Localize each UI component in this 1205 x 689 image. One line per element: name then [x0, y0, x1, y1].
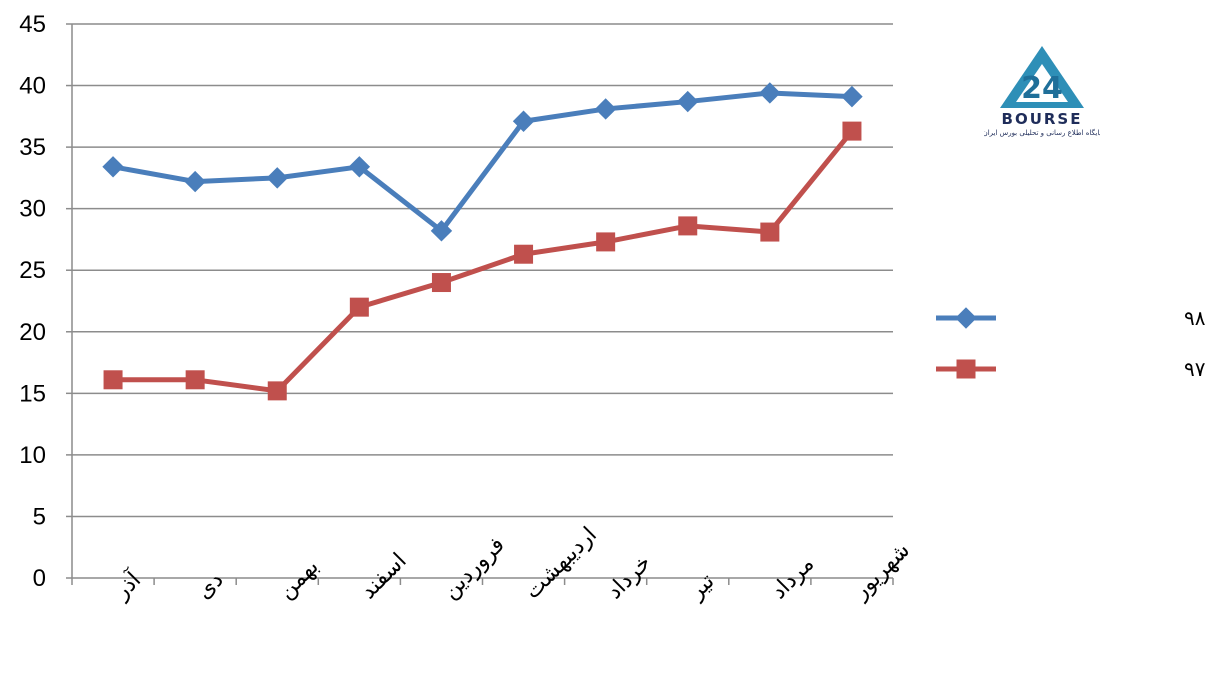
- legend-swatch-marker: [956, 359, 976, 379]
- series-line: [113, 129, 854, 394]
- y-axis-ticks: 0 5 10 15 20 25 30 35 40 45: [19, 11, 72, 592]
- x-tick-label: شهریور: [848, 538, 915, 605]
- y-tick-label: 10: [19, 442, 46, 469]
- data-point: [266, 167, 288, 189]
- x-tick-label: تیر: [684, 569, 720, 605]
- legend-label: فروش سال مالی ۹۸: [1184, 306, 1205, 330]
- legend: فروش سال مالی ۹۸ فروش سال مالی۹۷: [936, 306, 1205, 381]
- data-point: [185, 370, 205, 390]
- x-tick-label: اردیبهشت: [520, 522, 602, 604]
- x-tick-label: آذر: [107, 566, 146, 605]
- logo-word: BOURSE: [1002, 110, 1083, 128]
- series-line: [112, 90, 853, 234]
- series-0: [102, 82, 863, 242]
- legend-swatch-marker: [955, 307, 977, 329]
- data-point: [102, 156, 124, 178]
- series-layer: [102, 82, 863, 401]
- x-tick-label: بهمن: [274, 554, 324, 604]
- x-axis-ticks: آذر دی بهمن اسفند فروردین اردیبهشت خرداد تیر مرد…: [71, 522, 915, 605]
- y-tick-label: 0: [33, 565, 46, 592]
- data-point: [184, 170, 206, 193]
- y-tick-label: 5: [33, 503, 46, 530]
- x-tick-label: اسفند: [356, 548, 412, 604]
- logo-tagline: پایگاه اطلاع رسانی و تحلیلی بورس ایران: [984, 128, 1100, 137]
- data-point: [348, 156, 371, 178]
- data-point: [430, 220, 453, 242]
- legend-label: فروش سال مالی۹۷: [1184, 357, 1205, 381]
- y-tick-label: 30: [19, 196, 46, 223]
- y-tick-label: 45: [19, 11, 46, 38]
- data-point: [678, 216, 698, 236]
- x-tick-label: فروردین: [438, 532, 510, 604]
- y-tick-label: 15: [19, 380, 46, 407]
- data-point: [514, 244, 534, 264]
- logo-mark: 24: [1021, 71, 1063, 106]
- data-point: [594, 98, 617, 120]
- logo-triangle-inner: [1016, 64, 1068, 102]
- x-tick-label: خرداد: [602, 550, 656, 604]
- series-1: [103, 121, 862, 401]
- y-tick-label: 25: [19, 257, 46, 284]
- data-point: [760, 222, 780, 242]
- data-point: [841, 85, 863, 108]
- y-tick-label: 35: [19, 134, 46, 161]
- data-point: [677, 90, 699, 113]
- data-point: [431, 273, 451, 293]
- data-point: [512, 110, 535, 132]
- axes: [71, 24, 893, 579]
- data-point: [267, 381, 287, 401]
- data-point: [842, 121, 862, 141]
- bourse24-logo: 24 BOURSE پایگاه اطلاع رسانی و تحلیلی بو…: [984, 46, 1100, 137]
- data-point: [759, 82, 781, 104]
- legend-item-0: فروش سال مالی ۹۸: [936, 306, 1205, 330]
- legend-item-1: فروش سال مالی۹۷: [936, 357, 1205, 381]
- data-point: [596, 232, 616, 252]
- data-point: [103, 370, 123, 390]
- y-tick-label: 40: [19, 73, 46, 100]
- x-tick-label: دی: [192, 567, 229, 604]
- y-tick-label: 20: [19, 319, 46, 346]
- data-point: [349, 297, 369, 317]
